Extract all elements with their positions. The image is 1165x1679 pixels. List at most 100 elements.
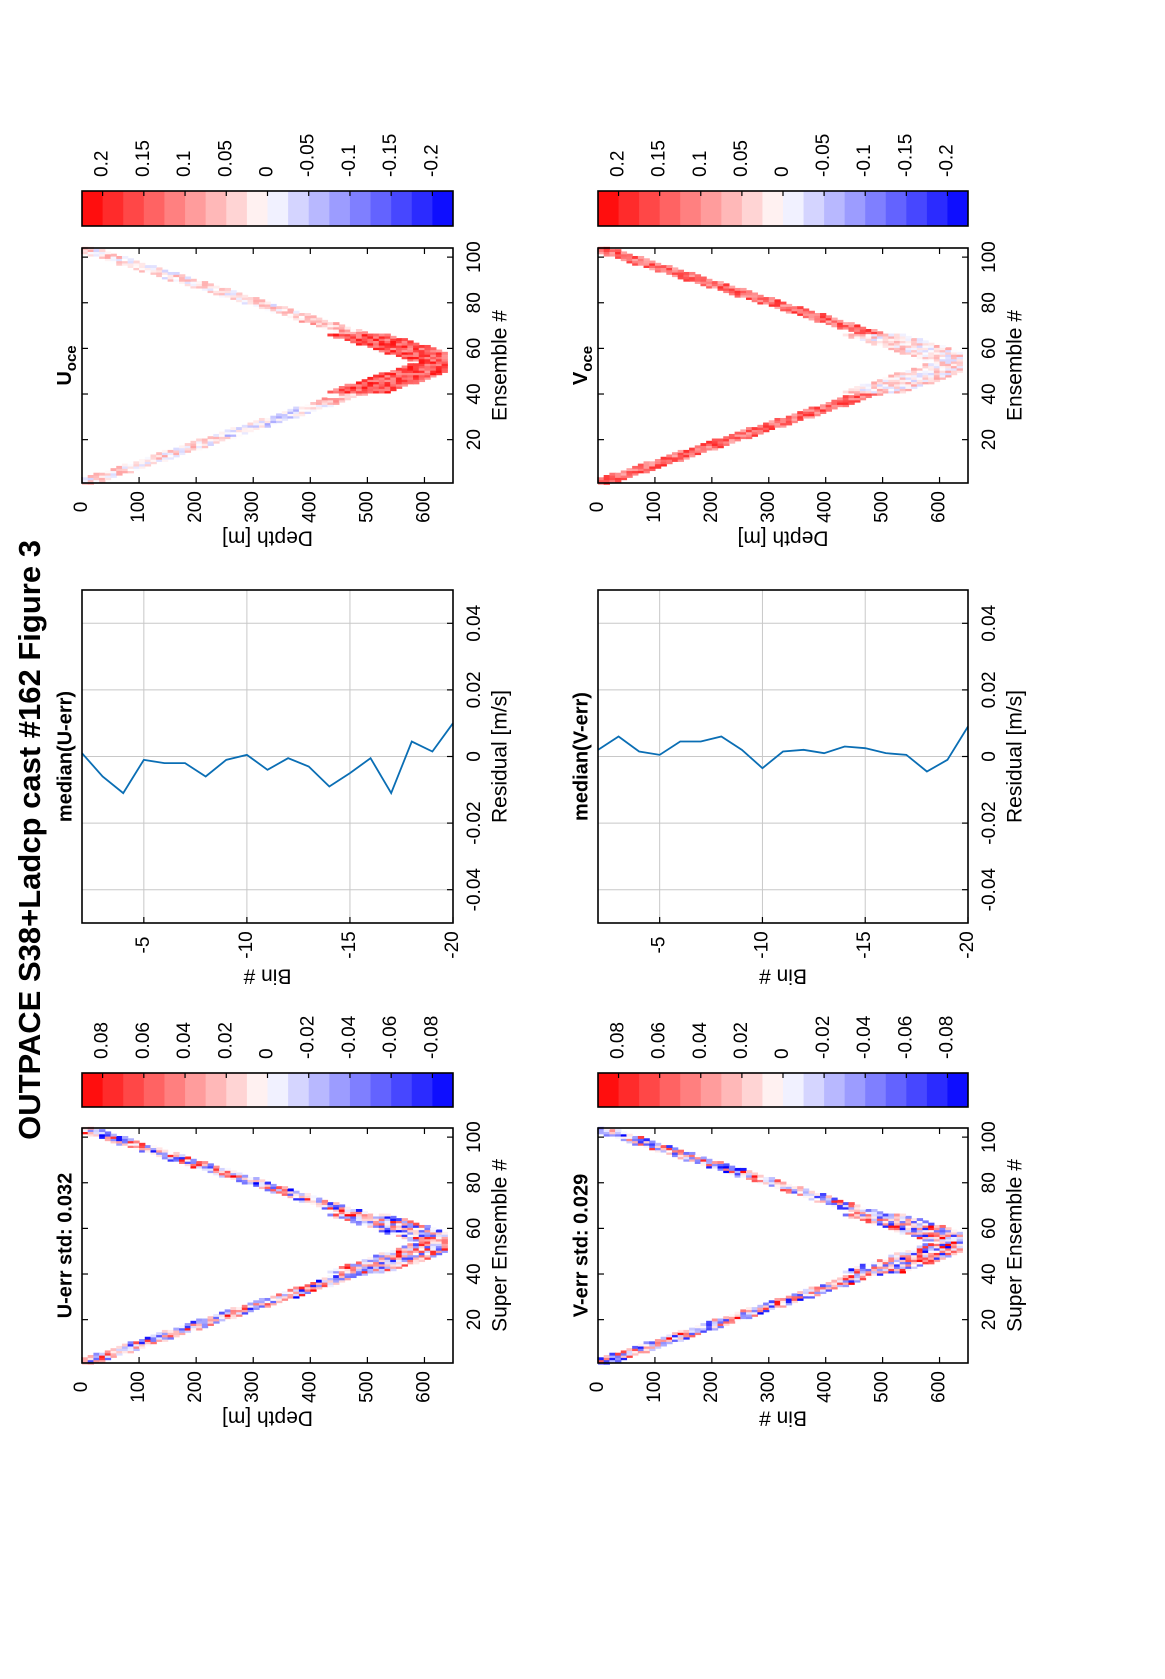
heatmap-cell xyxy=(390,370,397,373)
heatmap-cell xyxy=(916,1222,924,1226)
heatmap-cell xyxy=(441,356,448,360)
heatmap-cell xyxy=(706,1325,713,1329)
x-tick-label: 0.04 xyxy=(979,604,1000,641)
heatmap-cell xyxy=(905,1250,912,1253)
heatmap-cell xyxy=(876,1259,884,1263)
heatmap-cell xyxy=(104,472,112,476)
heatmap-cell xyxy=(842,390,850,394)
heatmap-cell xyxy=(911,340,918,344)
heatmap-cell xyxy=(899,351,906,355)
heatmap-cell xyxy=(304,1197,311,1201)
heatmap-cell xyxy=(637,258,645,262)
heatmap-cell xyxy=(848,1279,855,1283)
heatmap-cell xyxy=(430,349,437,353)
heatmap-cell xyxy=(865,1209,872,1212)
heatmap-cell xyxy=(236,294,243,298)
heatmap-cell xyxy=(110,1135,117,1139)
heatmap-cell xyxy=(247,427,254,430)
heatmap-cell xyxy=(615,1357,622,1361)
heatmap-cell xyxy=(802,308,810,312)
heatmap-cell xyxy=(837,1206,844,1210)
heatmap-cell xyxy=(316,1204,323,1208)
heatmap-cell xyxy=(603,479,610,483)
heatmap-cell xyxy=(407,376,414,380)
heatmap-cell xyxy=(802,411,810,415)
heatmap-cell xyxy=(723,290,730,294)
heatmap-cell xyxy=(859,1209,867,1212)
heatmap-cell xyxy=(241,1309,249,1313)
heatmap-cell xyxy=(859,329,867,332)
heatmap-cell xyxy=(871,335,878,339)
heatmap-cell xyxy=(276,1297,283,1301)
heatmap-cell xyxy=(740,290,747,294)
heatmap-cell xyxy=(643,258,650,262)
heatmap-cell xyxy=(93,1355,100,1358)
heatmap-cell xyxy=(321,1199,329,1203)
heatmap-cell xyxy=(677,449,684,453)
heatmap-cell xyxy=(150,1341,157,1345)
heatmap-cell xyxy=(384,1218,391,1221)
heatmap-cell xyxy=(167,1151,174,1155)
heatmap-cell xyxy=(150,265,157,268)
heatmap-cell xyxy=(287,415,294,419)
heatmap-cell xyxy=(224,1313,231,1317)
heatmap-cell xyxy=(848,1282,855,1285)
y-axis-label: Depth [m] xyxy=(222,526,313,549)
heatmap-cell xyxy=(939,1240,946,1244)
heatmap-cell xyxy=(649,465,656,469)
heatmap-cell xyxy=(632,1350,639,1354)
heatmap-cell xyxy=(899,347,906,351)
heatmap-cell xyxy=(711,443,719,446)
heatmap-cell xyxy=(825,315,832,319)
heatmap-cell xyxy=(378,335,386,339)
colorbar-segment xyxy=(659,191,681,226)
heatmap-cell xyxy=(842,1204,850,1208)
heatmap-cell xyxy=(367,1270,374,1274)
heatmap-cell xyxy=(276,417,283,421)
heatmap-cell xyxy=(916,1261,924,1265)
heatmap-cell xyxy=(401,1259,408,1263)
heatmap-cell xyxy=(430,370,437,373)
heatmap-cell xyxy=(270,1188,277,1192)
heatmap-cell xyxy=(899,1254,906,1258)
heatmap-cell xyxy=(615,255,622,259)
heatmap-cell xyxy=(424,356,431,360)
heatmap-cell xyxy=(201,438,209,442)
heatmap-cell xyxy=(224,1167,231,1171)
heatmap-cell xyxy=(859,1263,867,1267)
heatmap-cell xyxy=(327,333,334,337)
heatmap-cell xyxy=(933,1259,941,1263)
heatmap-cell xyxy=(390,383,397,387)
heatmap-cell xyxy=(218,431,226,435)
heatmap-cell xyxy=(894,1266,901,1269)
heatmap-cell xyxy=(911,354,918,357)
heatmap-cell xyxy=(865,1272,872,1276)
heatmap-cell xyxy=(355,335,363,339)
heatmap-cell xyxy=(99,1135,106,1139)
heatmap-cell xyxy=(842,324,850,328)
heatmap-cell xyxy=(911,1247,918,1251)
heatmap-cell xyxy=(196,283,203,287)
heatmap-cell xyxy=(150,1147,157,1151)
heatmap-cell xyxy=(802,310,810,314)
heatmap-cell xyxy=(270,1183,277,1187)
heatmap-cell xyxy=(395,1222,403,1226)
heatmap-cell xyxy=(859,1277,867,1281)
heatmap-cell xyxy=(161,1329,169,1333)
heatmap-cell xyxy=(139,1345,146,1349)
heatmap-cell xyxy=(281,411,289,415)
heatmap-cell xyxy=(350,1220,357,1224)
heatmap-cell xyxy=(916,1218,924,1221)
heatmap-cell xyxy=(825,1286,832,1290)
heatmap-cell xyxy=(916,340,924,344)
heatmap-cell xyxy=(218,1313,226,1317)
heatmap-cell xyxy=(207,440,214,444)
heatmap-cell xyxy=(424,354,431,357)
heatmap-cell xyxy=(361,335,368,339)
heatmap-cell xyxy=(253,1302,260,1306)
colorbar-tick-label: -0.05 xyxy=(813,134,834,177)
heatmap-cell xyxy=(344,390,351,394)
heatmap-cell xyxy=(384,1270,391,1274)
heatmap-cell xyxy=(401,372,408,376)
heatmap-cell xyxy=(407,1229,414,1233)
